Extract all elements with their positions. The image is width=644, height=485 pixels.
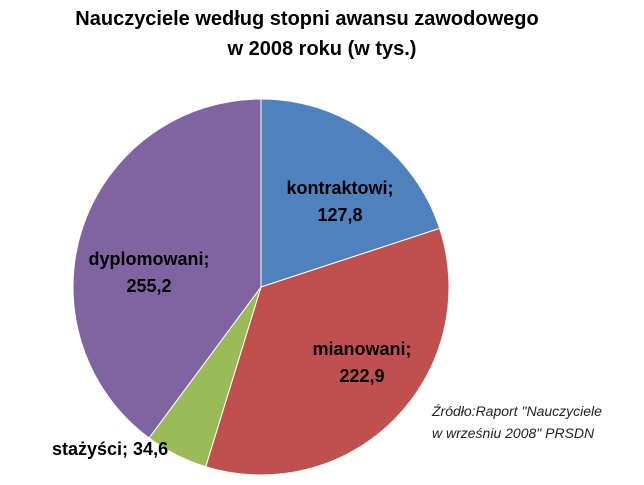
pie-slice-dyplomowani bbox=[72, 98, 262, 439]
data-label-mianowani: mianowani; 222,9 bbox=[312, 339, 411, 386]
source-note-line-1: Źródło:Raport "Nauczyciele bbox=[432, 403, 602, 419]
data-label-stażyści: stażyści; 34,6 bbox=[52, 439, 168, 459]
pie-slice-mianowani bbox=[205, 227, 450, 476]
chart-title-line-2: w 2008 roku (w tys.) bbox=[227, 38, 417, 60]
pie-slice-kontraktowi bbox=[260, 98, 441, 288]
source-note-line-2: w wrześniu 2008" PRSDN bbox=[432, 425, 595, 441]
source-note: Źródło:Raport "Nauczyciele w wrześniu 20… bbox=[432, 400, 602, 444]
data-label-kontraktowi: kontraktowi; 127,8 bbox=[286, 178, 393, 225]
data-label-dyplomowani: dyplomowani; 255,2 bbox=[89, 249, 210, 296]
chart-title: Nauczyciele według stopni awansu zawodow… bbox=[0, 4, 644, 64]
chart-title-line-1: Nauczyciele według stopni awansu zawodow… bbox=[75, 8, 539, 30]
